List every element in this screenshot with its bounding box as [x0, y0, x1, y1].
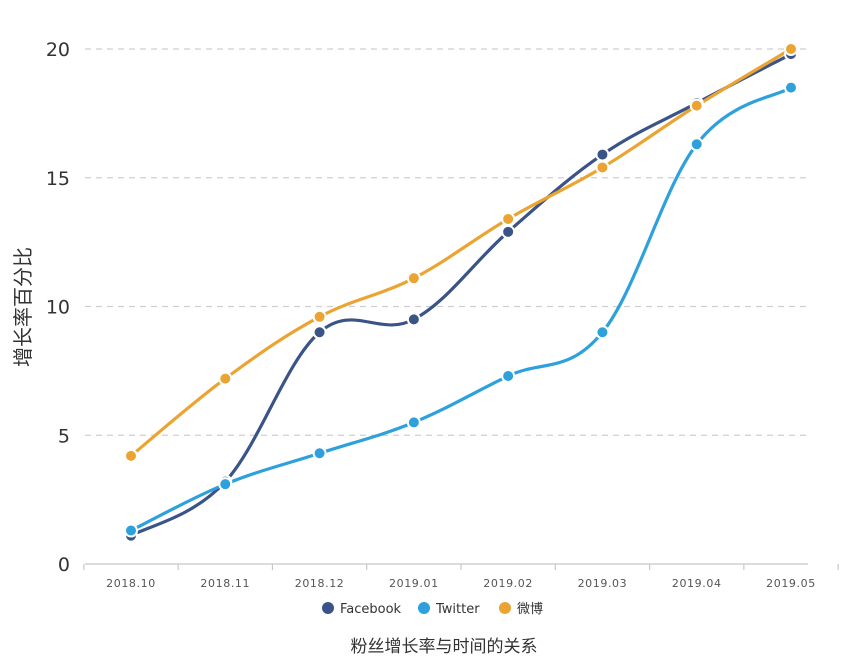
x-tick-label-2019.02: 2019.02	[483, 577, 533, 590]
series-1-point-2018.10	[124, 523, 138, 538]
series-2-point-2018.10	[124, 448, 138, 463]
legend-marker-0	[322, 602, 334, 614]
series-1-point-2019.05	[784, 80, 798, 95]
series-1-point-2019.02	[501, 369, 516, 384]
series-2-point-2019.01	[406, 271, 421, 286]
series-0-point-2019.02	[501, 224, 516, 239]
chart-caption: 粉丝增长率与时间的关系	[351, 637, 538, 657]
legend-marker-1	[418, 602, 430, 614]
x-tick-label-2019.03: 2019.03	[578, 577, 628, 590]
series-1-point-2019.01	[406, 415, 421, 430]
series-1-line	[129, 86, 793, 533]
series-0-point-2019.01	[406, 312, 421, 327]
x-tick-label-2019.04: 2019.04	[672, 577, 722, 590]
y-tick-label-5: 5	[58, 425, 70, 447]
x-tick-label-2019.01: 2019.01	[389, 577, 439, 590]
series-0-line	[129, 52, 793, 538]
series-1-point-2018.12	[312, 446, 327, 461]
series-1-point-2019.04	[689, 137, 704, 152]
series-2-point-2019.05	[784, 42, 798, 56]
x-tick-label-2018.12: 2018.12	[295, 577, 345, 590]
series-lines	[129, 47, 793, 538]
legend-label-0: Facebook	[340, 602, 402, 617]
y-tick-label-15: 15	[46, 168, 70, 190]
series-2-point-2018.12	[312, 309, 327, 324]
series-1-point-2018.11	[218, 477, 233, 492]
y-tick-label-10: 10	[46, 297, 70, 319]
x-tick-label-2019.05: 2019.05	[766, 577, 816, 590]
series-1-point-2019.03	[595, 325, 610, 340]
legend-marker-2	[499, 602, 511, 614]
y-tick-label-20: 20	[46, 39, 70, 61]
series-points	[124, 42, 798, 543]
x-tick-label-2018.10: 2018.10	[106, 577, 156, 590]
series-2-point-2019.04	[689, 98, 704, 113]
series-2-point-2019.03	[595, 160, 610, 175]
series-2-point-2018.11	[218, 371, 233, 386]
x-tick-label-2018.11: 2018.11	[200, 577, 250, 590]
legend-label-2: 微博	[517, 602, 543, 617]
series-0-point-2019.03	[595, 147, 610, 162]
legend: Facebook Twitter 微博	[322, 602, 543, 617]
legend-label-1: Twitter	[435, 602, 480, 617]
y-axis-title: 增长率百分比	[11, 247, 35, 367]
series-2-point-2019.02	[501, 211, 516, 226]
axis-layer: 0 5 10 15 20 2018.10 2018.11 2018.12 2019.01 2019…	[46, 39, 839, 590]
y-tick-label-0: 0	[58, 554, 70, 576]
series-0-point-2018.12	[312, 325, 327, 340]
